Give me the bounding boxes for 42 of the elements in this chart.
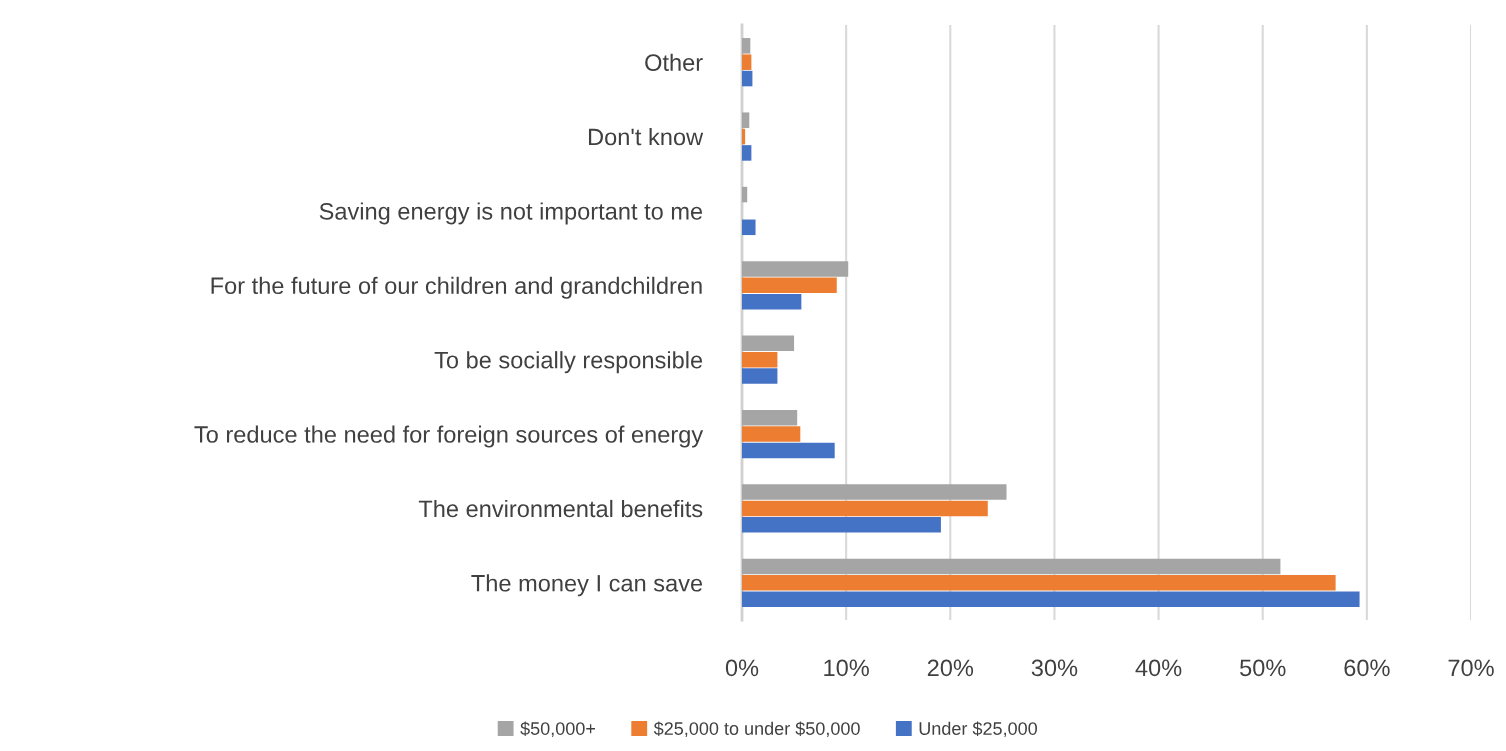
bar (742, 558, 1281, 575)
legend-label: $50,000+ (520, 721, 596, 738)
bar (742, 128, 746, 145)
bar (742, 484, 1007, 500)
y-tick-label: The environmental benefits (418, 499, 703, 518)
x-tick-label: 50% (1240, 659, 1286, 677)
x-tick-label: 10% (824, 659, 869, 677)
y-tick-label: Don't know (588, 128, 704, 146)
x-tick-label: 60% (1344, 659, 1390, 677)
y-tick-label: To reduce the need for foreign sources of energy (194, 425, 704, 448)
bar (742, 293, 802, 310)
x-tick-label: 20% (927, 659, 974, 677)
y-tick-label: To be socially responsible (434, 351, 703, 374)
bar (742, 409, 798, 426)
bar (742, 368, 778, 384)
x-tick-label: 30% (1031, 659, 1078, 677)
bar (742, 591, 1360, 607)
bar (742, 54, 752, 70)
bar (742, 442, 835, 459)
y-tick-label: Other (645, 53, 703, 71)
bar (742, 219, 756, 236)
legend-label: Under $25,000 (919, 721, 1037, 738)
bar (742, 335, 795, 352)
bar (742, 517, 941, 533)
bar (742, 70, 753, 87)
x-tick-label: 40% (1135, 659, 1182, 677)
bar (742, 145, 752, 161)
x-tick-label: 70% (1448, 659, 1494, 677)
bar (742, 38, 751, 54)
bar (742, 426, 801, 442)
bar (742, 575, 1336, 591)
bar (742, 186, 748, 203)
bar (742, 500, 988, 517)
legend-label: $25,000 to under $50,000 (653, 721, 860, 738)
y-tick-label: The money I can save (471, 574, 703, 597)
y-tick-label: For the future of our children and grandchildren (211, 276, 702, 299)
bar (742, 261, 849, 277)
bar (742, 277, 837, 294)
bar (742, 112, 750, 128)
x-tick-label: 0% (725, 659, 759, 677)
bar (742, 351, 778, 368)
y-tick-label: Saving energy is not important to me (319, 202, 703, 225)
